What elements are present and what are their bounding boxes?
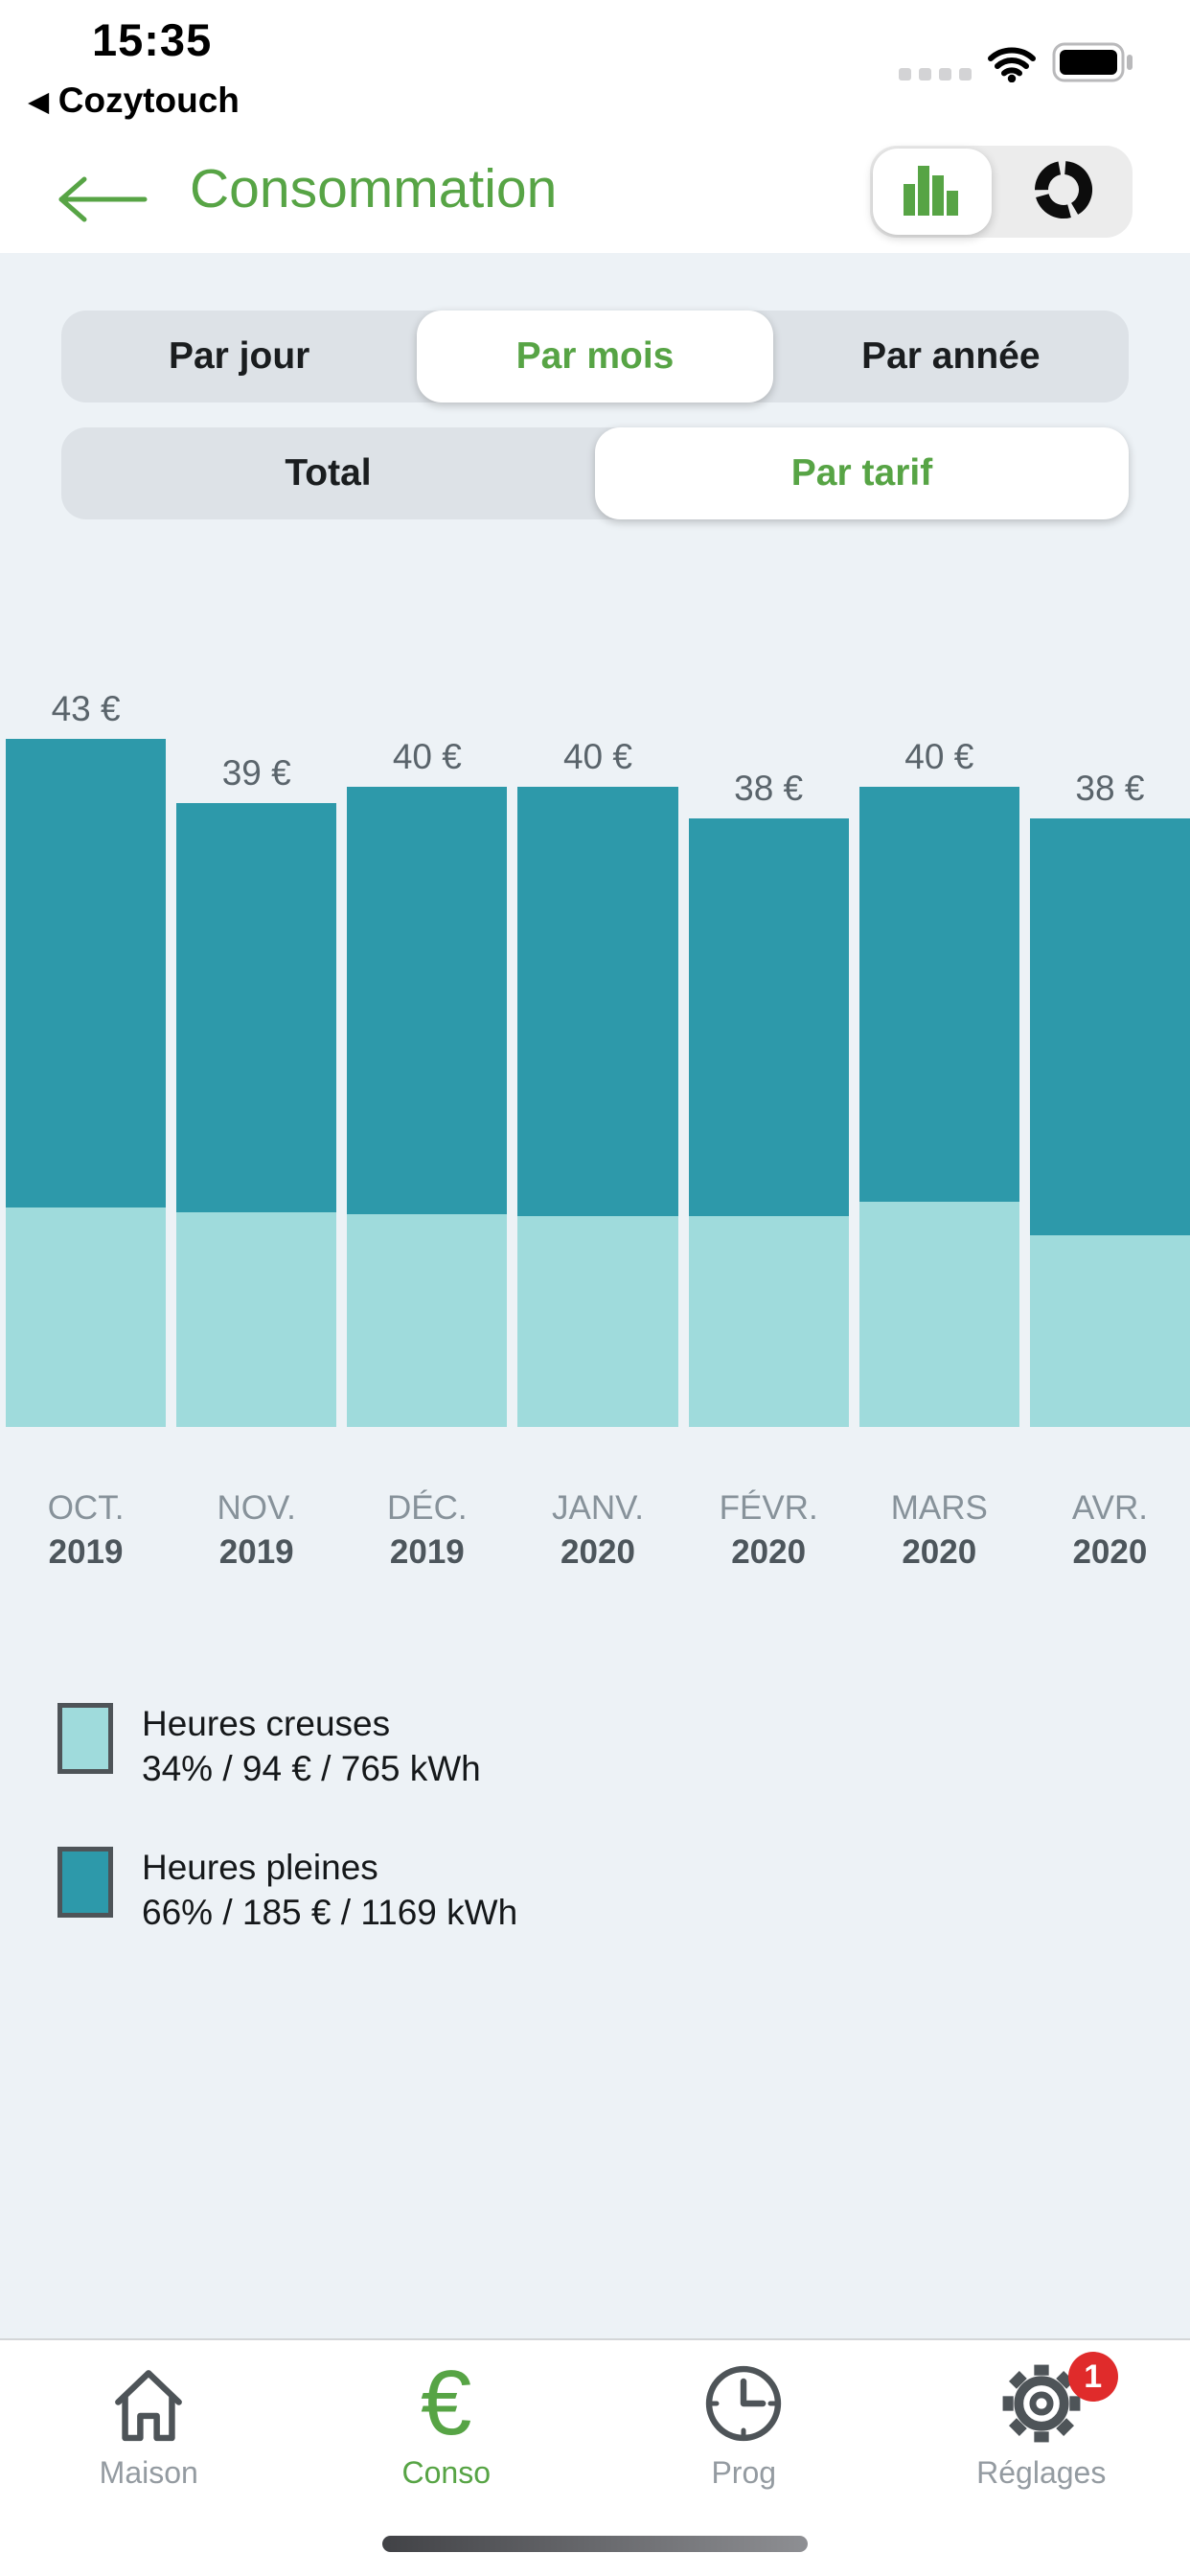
bar-column-oct.-2019[interactable]: 43 € OCT. 2019 [6, 577, 167, 1640]
x-axis-label: AVR. 2020 [1071, 1489, 1148, 1571]
back-to-app-button[interactable]: ◀ Cozytouch [29, 80, 240, 121]
chart-legend: Heures creuses 34% / 94 € / 765 kWh Heur… [57, 1701, 1190, 1935]
cellular-signal-icon [899, 68, 972, 80]
bar-segment-heures-creuses [6, 1208, 167, 1427]
tab-label: Prog [711, 2455, 777, 2490]
tab-conso[interactable]: € Conso [298, 2340, 596, 2518]
segment-option-par-tarif[interactable]: Par tarif [595, 427, 1129, 519]
legend-item-heures-creuses: Heures creuses 34% / 94 € / 765 kWh [57, 1701, 1190, 1791]
bar-value-label: 43 € [51, 689, 121, 728]
segment-option-par-annee[interactable]: Par année [861, 335, 1041, 377]
tab-reglages[interactable]: 1 Réglages [893, 2340, 1190, 2518]
gear-icon: 1 [997, 2352, 1118, 2451]
donut-chart-view-button[interactable] [995, 146, 1133, 238]
bar-segment-heures-creuses [688, 1216, 849, 1427]
x-axis-label: MARS 2020 [890, 1489, 988, 1571]
bar-segment-heures-pleines [1029, 818, 1190, 1235]
bar-segment-heures-creuses [517, 1216, 678, 1427]
notification-badge: 1 [1067, 2352, 1118, 2402]
main-content: Par jour Par mois Par année Total Par tarif… [0, 253, 1190, 2338]
back-arrow-button[interactable] [54, 174, 149, 229]
tab-label: Conso [401, 2455, 492, 2490]
bar-value-label: 40 € [562, 737, 632, 776]
status-bar: 15:35 ◀ Cozytouch [0, 0, 1190, 144]
bar-segment-heures-creuses [176, 1212, 337, 1427]
x-axis-label: NOV. 2019 [217, 1489, 296, 1571]
bar-column-janv.-2020[interactable]: 40 € JANV. 2020 [517, 577, 678, 1640]
bar-chart-icon [901, 158, 964, 226]
x-axis-label: FÉVR. 2020 [719, 1489, 818, 1571]
bar-value-label: 40 € [392, 737, 462, 776]
home-icon [104, 2356, 193, 2451]
euro-icon: € [421, 2352, 472, 2454]
segment-option-par-jour[interactable]: Par jour [168, 335, 310, 377]
x-axis-label: OCT. 2019 [47, 1489, 125, 1571]
legend-swatch-heures-pleines [57, 1847, 113, 1918]
bar-segment-heures-pleines [6, 739, 167, 1208]
tab-prog[interactable]: Prog [595, 2340, 893, 2518]
bar-value-label: 38 € [734, 769, 804, 808]
bar-column-avr.-2020[interactable]: 38 € AVR. 2020 [1029, 577, 1190, 1640]
legend-swatch-heures-creuses [57, 1703, 113, 1774]
back-to-app-label: Cozytouch [57, 80, 240, 120]
legend-stats: 34% / 94 € / 765 kWh [142, 1749, 481, 1788]
donut-chart-icon [1032, 158, 1095, 226]
chart-view-toggle [870, 146, 1133, 238]
bar-value-label: 40 € [904, 737, 974, 776]
bar-value-label: 38 € [1075, 769, 1145, 808]
tab-label: Maison [99, 2455, 198, 2490]
segment-option-total[interactable]: Total [285, 452, 372, 494]
bar-column-dec.-2019[interactable]: 40 € DÉC. 2019 [347, 577, 508, 1640]
bar-column-fevr.-2020[interactable]: 38 € FÉVR. 2020 [688, 577, 849, 1640]
battery-icon [1052, 42, 1134, 87]
bar-segment-heures-pleines [347, 787, 508, 1214]
bottom-tab-bar: Maison € Conso Prog 1 Réglages [0, 2338, 1190, 2576]
period-segmented-control: Par jour Par mois Par année [61, 310, 1129, 402]
x-axis-label: JANV. 2020 [552, 1489, 644, 1571]
consumption-bar-chart: 43 € OCT. 2019 39 € NOV. 2019 40 € DÉC. 2019 40 €… [0, 577, 1190, 1640]
segment-option-par-mois[interactable]: Par mois [417, 310, 773, 402]
bar-segment-heures-creuses [858, 1202, 1019, 1427]
mode-segmented-control: Total Par tarif [61, 427, 1129, 519]
clock-time: 15:35 [92, 14, 213, 65]
tab-label: Réglages [976, 2455, 1107, 2490]
bar-chart-view-button[interactable] [873, 149, 992, 235]
bar-segment-heures-pleines [176, 803, 337, 1212]
legend-stats: 66% / 185 € / 1169 kWh [142, 1893, 518, 1932]
legend-label: Heures pleines [142, 1848, 378, 1887]
clock-icon [699, 2356, 788, 2451]
bar-segment-heures-pleines [517, 787, 678, 1216]
legend-label: Heures creuses [142, 1704, 391, 1743]
page-header: Consommation [0, 144, 1190, 253]
bar-segment-heures-creuses [347, 1214, 508, 1427]
bar-segment-heures-creuses [1029, 1235, 1190, 1427]
bar-segment-heures-pleines [858, 787, 1019, 1202]
bar-column-mars-2020[interactable]: 40 € MARS 2020 [858, 577, 1019, 1640]
x-axis-label: DÉC. 2019 [387, 1489, 468, 1571]
bar-column-nov.-2019[interactable]: 39 € NOV. 2019 [176, 577, 337, 1640]
bar-segment-heures-pleines [688, 818, 849, 1216]
back-triangle-icon: ◀ [29, 86, 49, 116]
legend-item-heures-pleines: Heures pleines 66% / 185 € / 1169 kWh [57, 1845, 1190, 1935]
bar-value-label: 39 € [221, 753, 291, 793]
wifi-icon [987, 44, 1037, 87]
tab-maison[interactable]: Maison [0, 2340, 298, 2518]
home-indicator[interactable] [382, 2536, 808, 2552]
page-title: Consommation [190, 158, 558, 219]
